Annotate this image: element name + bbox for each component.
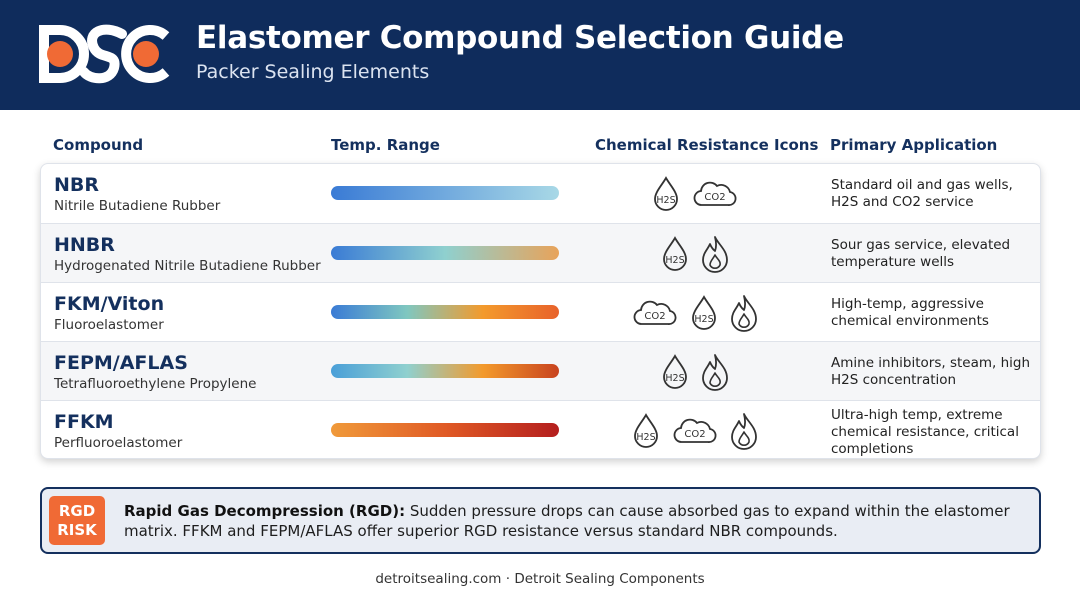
primary-application: Standard oil and gas wells, H2S and CO2 …	[831, 177, 1013, 210]
h2s-label: H2S	[636, 432, 655, 443]
temp-range-bar	[331, 246, 559, 260]
temp-range-bar	[331, 305, 559, 319]
compound-name: FFKM	[54, 411, 114, 433]
column-header-compound: Compound	[53, 136, 144, 154]
co2-cloud-icon: CO2	[673, 418, 717, 443]
h2s-label: H2S	[665, 255, 684, 266]
table-row: FKM/Viton Fluoroelastomer CO2 H2S High-te…	[41, 282, 1040, 341]
flame-icon	[731, 295, 757, 332]
rgd-body: Sudden pressure drops can cause absorbed…	[124, 502, 1010, 540]
flame-icon	[731, 413, 757, 450]
co2-label: CO2	[704, 192, 725, 203]
compound-full-name: Fluoroelastomer	[54, 317, 164, 333]
table-row: NBR Nitrile Butadiene Rubber H2S CO2 Stan…	[41, 164, 1040, 223]
chemical-icons: CO2 H2S	[601, 293, 789, 333]
compound-full-name: Hydrogenated Nitrile Butadiene Rubber	[54, 258, 321, 274]
primary-application: Amine inhibitors, steam, high H2S concen…	[831, 355, 1031, 388]
table-row: FFKM Perfluoroelastomer H2S CO2 Ultra-hig…	[41, 400, 1040, 458]
flame-icon	[702, 354, 728, 391]
co2-label: CO2	[684, 429, 705, 440]
primary-application: Sour gas service, elevated temperature w…	[831, 237, 1011, 270]
h2s-label: H2S	[694, 314, 713, 325]
column-header-temp-range: Temp. Range	[331, 136, 440, 154]
h2s-drop-icon: H2S	[634, 413, 658, 448]
compound-full-name: Nitrile Butadiene Rubber	[54, 198, 221, 214]
flame-icon	[702, 236, 728, 273]
compound-table: NBR Nitrile Butadiene Rubber H2S CO2 Stan…	[40, 163, 1041, 459]
compound-name: NBR	[54, 174, 100, 196]
rgd-description: Rapid Gas Decompression (RGD): Sudden pr…	[124, 501, 1029, 541]
compound-full-name: Perfluoroelastomer	[54, 435, 183, 451]
badge-line-2: RISK	[57, 521, 97, 539]
h2s-drop-icon: H2S	[654, 176, 678, 211]
compound-name: FKM/Viton	[54, 293, 165, 315]
co2-cloud-icon: CO2	[633, 300, 677, 325]
column-header-primary-application: Primary Application	[830, 136, 998, 154]
page-subtitle: Packer Sealing Elements	[196, 61, 430, 83]
chemical-icons: H2S	[601, 234, 789, 274]
h2s-drop-icon: H2S	[663, 354, 687, 389]
badge-line-1: RGD	[58, 502, 96, 520]
compound-name: FEPM/AFLAS	[54, 352, 188, 374]
co2-label: CO2	[644, 311, 665, 322]
table-row: FEPM/AFLAS Tetrafluoroethylene Propylene…	[41, 341, 1040, 400]
h2s-label: H2S	[656, 195, 675, 206]
footer: detroitsealing.com · Detroit Sealing Com…	[375, 571, 705, 587]
compound-name: HNBR	[54, 234, 115, 256]
rgd-title: Rapid Gas Decompression (RGD):	[124, 502, 406, 520]
h2s-drop-icon: H2S	[692, 295, 716, 330]
rgd-callout: RGD RISK Rapid Gas Decompression (RGD): …	[40, 487, 1041, 554]
temp-range-bar	[331, 364, 559, 378]
temp-range-bar	[331, 186, 559, 200]
primary-application: High-temp, aggressive chemical environme…	[831, 296, 989, 329]
co2-cloud-icon: CO2	[693, 181, 737, 206]
h2s-drop-icon: H2S	[663, 236, 687, 271]
compound-full-name: Tetrafluoroethylene Propylene	[54, 376, 257, 392]
primary-application: Ultra-high temp, extreme chemical resist…	[831, 407, 1019, 457]
chemical-icons: H2S CO2	[601, 411, 789, 451]
column-header-chemical-resistance: Chemical Resistance Icons	[595, 136, 819, 154]
chemical-icons: H2S	[601, 352, 789, 392]
chemical-icons: H2S CO2	[601, 174, 789, 214]
page-title: Elastomer Compound Selection Guide	[196, 20, 844, 56]
dsc-logo-icon	[39, 24, 170, 84]
table-row: HNBR Hydrogenated Nitrile Butadiene Rubb…	[41, 223, 1040, 282]
h2s-label: H2S	[665, 373, 684, 384]
temp-range-bar	[331, 423, 559, 437]
header: Elastomer Compound Selection Guide Packe…	[0, 0, 1080, 110]
rgd-risk-badge: RGD RISK	[49, 496, 105, 545]
